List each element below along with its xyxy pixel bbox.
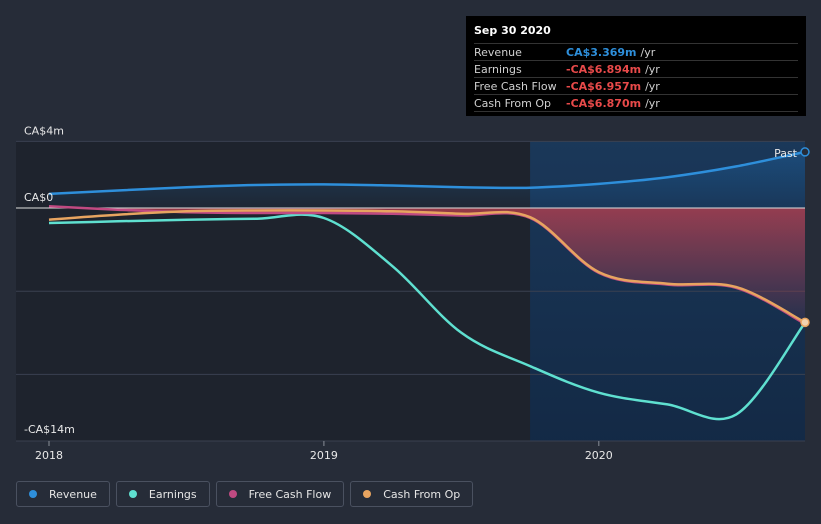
series-line-earnings bbox=[48, 213, 806, 421]
tooltip-label: Cash From Op bbox=[474, 96, 552, 110]
tooltip-label: Free Cash Flow bbox=[474, 79, 557, 93]
tooltip-row-cash-from-op: Cash From Op -CA$6.870m /yr bbox=[474, 94, 798, 112]
legend-label: Free Cash Flow bbox=[248, 487, 332, 501]
tooltip-row-free-cash-flow: Free Cash Flow -CA$6.957m /yr bbox=[474, 77, 798, 94]
legend: Revenue Earnings Free Cash Flow Cash Fro… bbox=[16, 481, 479, 507]
x-tick-labels: 2018 2019 2020 bbox=[35, 441, 613, 462]
past-label: Past bbox=[774, 147, 798, 160]
tooltip-unit: /yr bbox=[640, 45, 656, 59]
legend-dot-icon bbox=[29, 490, 37, 498]
legend-item-cash-from-op[interactable]: Cash From Op bbox=[350, 481, 474, 507]
tooltip-value: -CA$6.957m bbox=[566, 79, 642, 93]
tooltip-row-earnings: Earnings -CA$6.894m /yr bbox=[474, 60, 798, 77]
y-tick-label: CA$4m bbox=[24, 124, 64, 137]
tooltip-unit: /yr bbox=[645, 96, 660, 110]
tooltip-unit: /yr bbox=[645, 62, 660, 76]
x-tick-label: 2019 bbox=[310, 449, 338, 462]
tooltip-unit: /yr bbox=[645, 79, 660, 93]
tooltip-value: -CA$6.894m bbox=[566, 62, 642, 76]
earnings-area bbox=[49, 206, 805, 324]
tooltip-value: -CA$6.870m bbox=[566, 96, 642, 110]
legend-item-free-cash-flow[interactable]: Free Cash Flow bbox=[215, 481, 345, 507]
revenue-end-marker bbox=[800, 147, 810, 157]
tooltip-label: Revenue bbox=[474, 45, 522, 59]
tooltip: Sep 30 2020 Revenue CA$3.369m /yr Earnin… bbox=[466, 16, 806, 116]
revenue-area bbox=[49, 151, 805, 208]
cash-from-op-end-marker bbox=[800, 317, 810, 328]
legend-dot-icon bbox=[363, 490, 372, 498]
legend-item-revenue[interactable]: Revenue bbox=[16, 481, 110, 507]
legend-dot-icon bbox=[128, 490, 137, 498]
gridlines bbox=[16, 140, 805, 442]
x-tick-label: 2018 bbox=[35, 449, 63, 462]
series-lines bbox=[48, 150, 806, 421]
legend-item-earnings[interactable]: Earnings bbox=[115, 481, 210, 507]
y-tick-label: -CA$14m bbox=[24, 423, 75, 436]
tooltip-date: Sep 30 2020 bbox=[474, 24, 551, 37]
legend-label: Revenue bbox=[49, 487, 97, 501]
tooltip-row-revenue: Revenue CA$3.369m /yr bbox=[474, 43, 798, 60]
x-tick-label: 2020 bbox=[585, 449, 613, 462]
tooltip-label: Earnings bbox=[474, 62, 522, 76]
series-line-revenue bbox=[48, 150, 806, 196]
legend-dot-icon bbox=[228, 490, 237, 498]
tooltip-value: CA$3.369m bbox=[566, 45, 637, 59]
legend-label: Cash From Op bbox=[383, 487, 461, 501]
legend-label: Earnings bbox=[148, 487, 197, 501]
y-tick-labels: CA$4m CA$0 -CA$14m bbox=[24, 124, 75, 436]
series-line-cash-from-op bbox=[48, 209, 806, 324]
y-tick-label: CA$0 bbox=[24, 191, 53, 204]
